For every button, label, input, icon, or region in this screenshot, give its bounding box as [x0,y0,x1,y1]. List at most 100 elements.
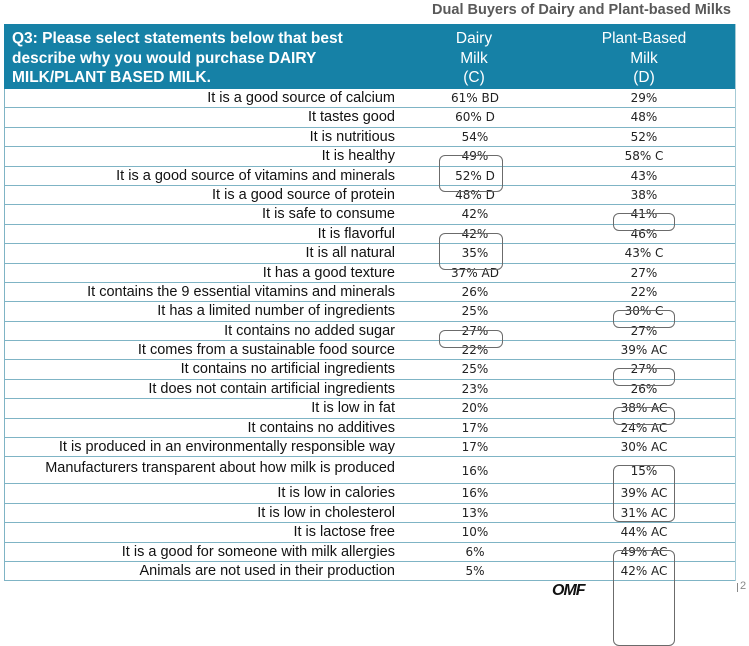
dairy-value: 22% [461,343,489,358]
table-row: It has a good texture 37% AD 27% [4,263,735,283]
plant-value: 30% AC [620,440,668,455]
table-row: It is a good source of protein 48% D 38% [4,185,735,206]
table-row: It does not contain artificial ingredien… [4,379,735,400]
statement-label: Manufacturers transparent about how milk… [45,460,395,477]
plant-value: 26% [630,381,658,396]
header-line: (C) [463,69,485,86]
divider [737,583,738,592]
company-logo: OMF [552,582,586,599]
dairy-value: 26% [461,284,489,299]
table-row: It is flavorful 42% 46% [4,224,735,245]
dairy-value: 20% [461,401,489,416]
table-row: It is a good for someone with milk aller… [4,542,735,562]
dairy-value: 16% [461,486,489,501]
table-row: It is healthy 49% 58% C [4,147,735,167]
statement-label: It contains no additives [247,419,395,436]
table-row: It is safe to consume 42% 41% [4,205,735,225]
statement-label: It is healthy [321,148,395,165]
plant-column-header: Plant-Based Milk (D) [569,29,719,88]
plant-value: 27% [630,265,658,280]
statement-label: It is a good for someone with milk aller… [121,543,395,560]
plant-value: 39% AC [620,343,668,358]
table-row: It is nutritious 54% 52% [4,127,735,148]
dairy-value: 52% D [455,168,495,183]
plant-value: 43% C [624,246,664,261]
dairy-value: 60% D [455,110,495,125]
plant-value: 30% C [624,304,664,319]
statement-label: It is a good source of vitamins and mine… [116,167,395,184]
statement-label: It contains no artificial ingredients [180,361,395,378]
table-row: It is a good source of vitamins and mine… [4,166,735,186]
dairy-value: 23% [461,381,489,396]
table-row: Animals are not used in their production… [4,561,735,582]
statement-label: It is all natural [305,245,395,262]
plant-value: 22% [630,284,658,299]
header-line: Milk [630,49,658,67]
dairy-value: 25% [461,304,489,319]
plant-value: 58% C [624,149,664,164]
statement-label: It is low in cholesterol [257,504,395,521]
table-row: It contains no additives 17% 24% AC [4,418,735,439]
plant-value: 41% [630,207,658,222]
dairy-value: 61% BD [451,91,499,105]
statement-label: It has a limited number of ingredients [157,303,395,320]
statement-label: It is safe to consume [262,206,395,223]
dairy-value: 17% [461,420,489,435]
statement-label: Animals are not used in their production [139,562,395,579]
dairy-value: 6% [465,544,485,559]
statement-label: It comes from a sustainable food source [137,342,395,359]
dairy-value: 5% [465,563,485,578]
dairy-value: 42% [461,226,489,241]
header-line: Dairy [455,30,493,47]
statement-label: It has a good texture [262,264,395,281]
survey-table: Q3: Please select statements below that … [4,24,736,582]
table-row: It comes from a sustainable food source 2… [4,341,735,361]
plant-value: 38% AC [620,401,668,416]
plant-value: 15% [630,464,658,479]
statement-label: It contains the 9 essential vitamins and… [87,283,395,300]
plant-value: 42% AC [620,563,668,578]
statement-label: It is a good source of calcium [207,90,395,106]
plant-value: 49% AC [620,544,668,559]
table-row: It contains no added sugar 27% 27% [4,321,735,342]
dairy-value: 37% AD [451,265,499,280]
table-row: It is produced in an environmentally res… [4,438,735,458]
dairy-value: 35% [461,246,489,261]
plant-value: 38% [630,187,658,202]
plant-value: 39% AC [620,486,668,501]
statement-label: It is produced in an environmentally res… [58,439,395,456]
dairy-value: 54% [461,129,489,144]
question-line: Q3: Please select statements below that … [12,30,343,47]
table-row: It contains the 9 essential vitamins and… [4,282,735,303]
dairy-value: 10% [461,525,489,540]
header-line: Milk [460,49,488,67]
plant-value: 48% [630,110,658,125]
dairy-value: 13% [461,505,489,520]
dairy-column-header: Dairy Milk (C) [424,29,524,88]
statement-label: It is lactose free [293,524,395,541]
table-row: It contains no artificial ingredients 25%… [4,360,735,380]
dairy-value: 27% [461,323,489,338]
header-line: (D) [633,69,655,86]
question-line: describe why you would purchase DAIRY [12,49,317,67]
table-row: It is low in calories 16% 39% AC [4,484,735,504]
dairy-value: 49% [461,149,489,164]
dairy-value: 25% [461,362,489,377]
statement-label: It is low in fat [311,400,395,417]
statement-label: It contains no added sugar [224,322,395,339]
table-row: Manufacturers transparent about how milk… [4,457,735,485]
table-row: It is low in fat 20% 38% AC [4,399,735,419]
plant-value: 31% AC [620,505,668,520]
statement-label: It is flavorful [317,225,395,242]
plant-value: 27% [630,323,658,338]
table-header: Q3: Please select statements below that … [4,24,735,89]
dairy-value: 48% D [455,187,495,202]
table-row: It is all natural 35% 43% C [4,244,735,264]
statement-label: It is a good source of protein [212,186,395,203]
plant-value: 43% [630,168,658,183]
table-row: It is a good source of calcium 61% BD 29% [4,89,735,109]
statement-label: It tastes good [307,109,395,126]
table-body: It is a good source of calcium 61% BD 29% I… [4,89,735,582]
plant-value: 46% [630,226,658,241]
plant-value: 27% [630,362,658,377]
